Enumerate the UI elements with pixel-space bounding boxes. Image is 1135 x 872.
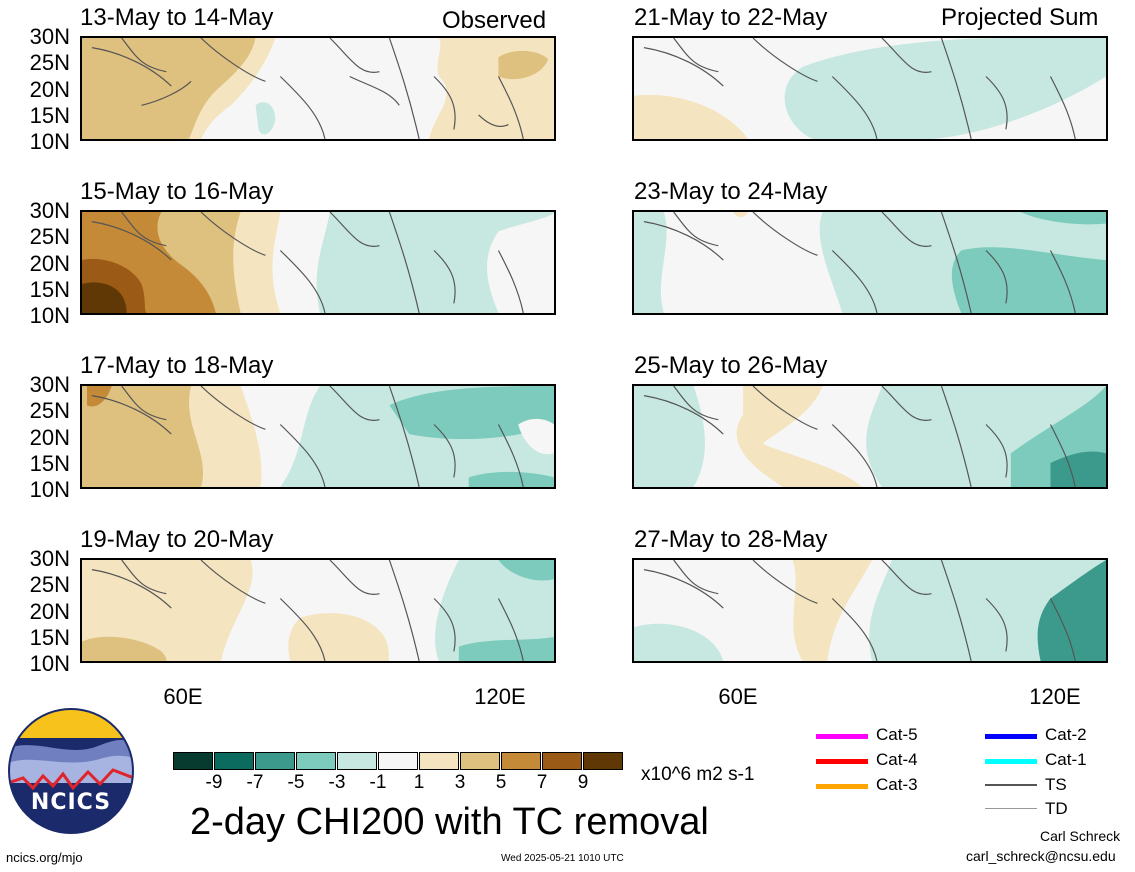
panel-title: 25-May to 26-May <box>634 352 828 379</box>
legend-line-td <box>985 808 1037 809</box>
ncics-logo: NCICS <box>8 708 134 834</box>
map-panel-4 <box>80 558 556 663</box>
legend-label: Cat-3 <box>876 775 918 794</box>
colorbar-swatch <box>583 752 623 770</box>
map-panel-6 <box>632 210 1108 315</box>
legend-label: TD <box>1045 799 1068 818</box>
map-panel-1 <box>80 36 556 141</box>
map-panel-5 <box>632 36 1108 141</box>
colorbar-tick-label: -1 <box>369 772 387 793</box>
panel-title: 15-May to 16-May <box>80 178 274 205</box>
colorbar-swatch <box>378 752 418 770</box>
map-panel-2 <box>80 210 556 315</box>
lat-label: 25N <box>29 572 70 597</box>
main-title: 2-day CHI200 with TC removal <box>190 801 709 843</box>
legend-line-cat-5 <box>816 734 868 739</box>
panel-title: 23-May to 24-May <box>634 178 828 205</box>
legend-label: Cat-4 <box>876 750 918 769</box>
colorbar-tick-label: 1 <box>413 772 425 793</box>
lat-label: 15N <box>29 451 70 476</box>
lat-label: 20N <box>29 599 70 624</box>
panel-title: 17-May to 18-May <box>80 352 274 379</box>
legend-line-cat-3 <box>816 784 868 789</box>
timestamp: Wed 2025-05-21 1010 UTC <box>501 853 624 864</box>
lon-label: 120E <box>474 684 526 709</box>
map-panel-8 <box>632 558 1108 663</box>
lat-label: 25N <box>29 50 70 75</box>
logo-text: NCICS <box>30 790 112 815</box>
colorbar-swatch <box>255 752 295 770</box>
panel-title: 27-May to 28-May <box>634 526 828 553</box>
lat-label: 20N <box>29 251 70 276</box>
lat-label: 10N <box>29 477 70 502</box>
lat-label: 25N <box>29 224 70 249</box>
colorbar-swatch <box>460 752 500 770</box>
lat-label: 30N <box>29 546 70 571</box>
colorbar-tick-label: -9 <box>205 772 223 793</box>
legend-label: Cat-2 <box>1045 725 1087 744</box>
lat-label: 20N <box>29 425 70 450</box>
lat-label: 25N <box>29 398 70 423</box>
colorbar-tick-label: 3 <box>454 772 466 793</box>
legend-label: TS <box>1045 775 1067 794</box>
colorbar-swatch <box>214 752 254 770</box>
lat-label: 15N <box>29 103 70 128</box>
lat-label: 30N <box>29 372 70 397</box>
lat-label: 30N <box>29 24 70 49</box>
colorbar-swatch <box>296 752 336 770</box>
colorbar-tick-label: 7 <box>536 772 548 793</box>
lat-label: 15N <box>29 277 70 302</box>
lon-label: 60E <box>718 684 758 709</box>
legend-line-cat-4 <box>816 759 868 764</box>
colorbar-tick-label: -5 <box>287 772 305 793</box>
lat-label: 10N <box>29 651 70 676</box>
legend-line-cat-1 <box>985 759 1037 764</box>
map-panel-3 <box>80 384 556 489</box>
lat-label: 30N <box>29 198 70 223</box>
lat-label: 10N <box>29 129 70 154</box>
projected-label: Projected Sum <box>941 4 1099 31</box>
footer-link[interactable]: ncics.org/mjo <box>6 850 83 865</box>
lat-label: 10N <box>29 303 70 328</box>
colorbar-swatch <box>173 752 213 770</box>
panel-title: 13-May to 14-May <box>80 4 274 31</box>
colorbar-swatch <box>501 752 541 770</box>
author-email[interactable]: carl_schreck@ncsu.edu <box>966 848 1116 864</box>
lat-label: 20N <box>29 77 70 102</box>
lat-label: 15N <box>29 625 70 650</box>
lon-label: 60E <box>163 684 203 709</box>
author: Carl Schreck <box>1040 828 1121 844</box>
legend-label: Cat-1 <box>1045 750 1087 769</box>
legend-line-cat-2 <box>985 734 1037 739</box>
panel-title: 21-May to 22-May <box>634 4 828 31</box>
lon-label: 120E <box>1029 684 1081 709</box>
colorbar-tick-label: -3 <box>328 772 346 793</box>
panel-title: 19-May to 20-May <box>80 526 274 553</box>
observed-label: Observed <box>442 7 547 34</box>
legend-label: Cat-5 <box>876 725 918 744</box>
colorbar-swatch <box>542 752 582 770</box>
legend-line-ts <box>985 784 1037 786</box>
colorbar-tick-label: -7 <box>246 772 264 793</box>
colorbar-units: x10^6 m2 s-1 <box>641 764 755 785</box>
map-panel-7 <box>632 384 1108 489</box>
colorbar-swatch <box>337 752 377 770</box>
colorbar-tick-label: 9 <box>577 772 589 793</box>
colorbar-swatch <box>419 752 459 770</box>
colorbar-tick-label: 5 <box>495 772 507 793</box>
